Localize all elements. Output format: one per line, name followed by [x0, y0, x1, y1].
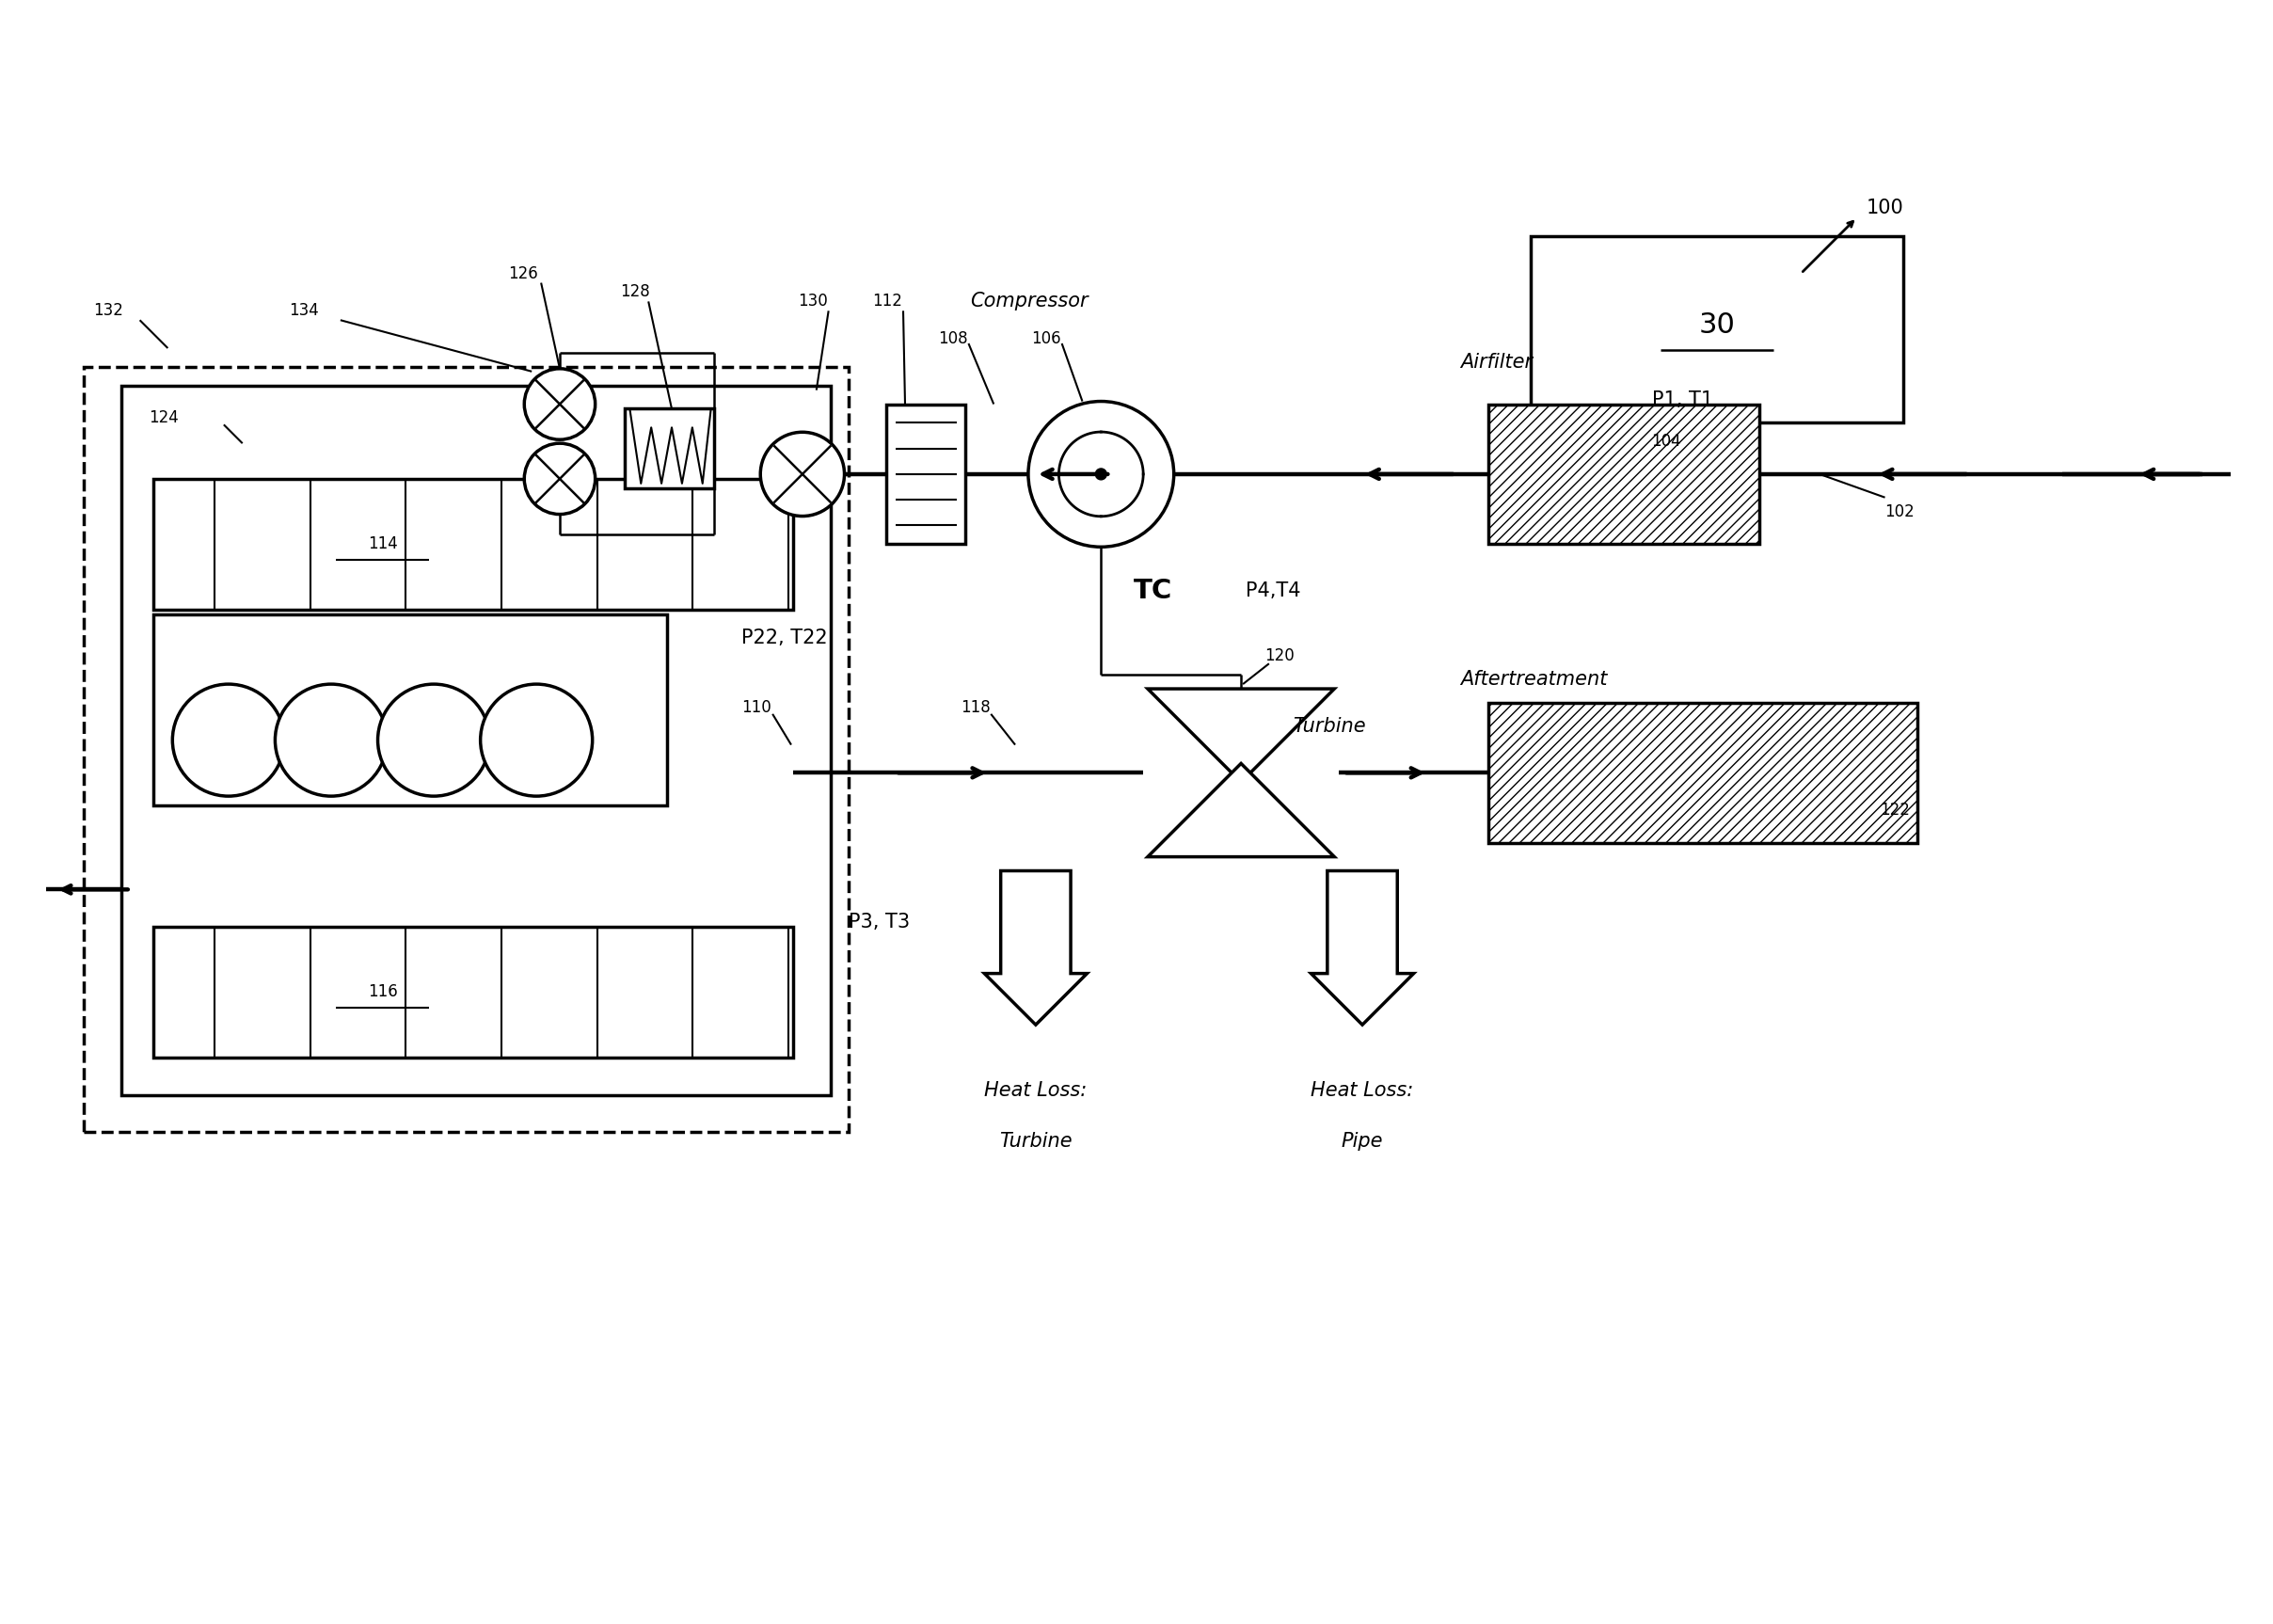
Text: Airfilter: Airfilter — [1459, 352, 1532, 372]
Text: Heat Loss:: Heat Loss: — [1312, 1080, 1414, 1099]
Text: 130: 130 — [798, 292, 827, 310]
Circle shape — [173, 684, 284, 796]
Text: 104: 104 — [1652, 434, 1682, 450]
Text: P4,T4: P4,T4 — [1246, 581, 1300, 601]
Circle shape — [761, 432, 843, 516]
Text: 128: 128 — [621, 284, 650, 300]
Polygon shape — [1148, 763, 1334, 857]
Text: Aftertreatment: Aftertreatment — [1459, 671, 1607, 689]
Text: 114: 114 — [368, 536, 398, 552]
Text: TC: TC — [1134, 578, 1173, 604]
Bar — [155, 479, 793, 609]
Text: 124: 124 — [150, 409, 180, 427]
Circle shape — [377, 684, 489, 796]
Text: 118: 118 — [961, 698, 991, 716]
Bar — [1530, 235, 1903, 422]
Text: 116: 116 — [368, 984, 398, 1000]
Bar — [1489, 404, 1759, 544]
Bar — [120, 385, 830, 1095]
Text: P3, T3: P3, T3 — [850, 913, 909, 932]
Text: 126: 126 — [509, 265, 539, 283]
Text: Turbine: Turbine — [1000, 1132, 1073, 1151]
Circle shape — [1096, 469, 1107, 479]
Text: Heat Loss:: Heat Loss: — [984, 1080, 1086, 1099]
Text: 134: 134 — [289, 302, 318, 320]
Bar — [625, 409, 714, 489]
Circle shape — [275, 684, 386, 796]
Text: 106: 106 — [1032, 330, 1061, 348]
Bar — [886, 404, 966, 544]
Circle shape — [525, 443, 596, 515]
Text: 108: 108 — [939, 330, 968, 348]
Polygon shape — [1148, 689, 1334, 783]
Text: 102: 102 — [1884, 503, 1914, 520]
Text: 132: 132 — [93, 302, 123, 320]
Bar — [84, 367, 850, 1132]
Text: 120: 120 — [1264, 648, 1293, 664]
Polygon shape — [1312, 870, 1414, 1025]
Circle shape — [480, 684, 593, 796]
Circle shape — [525, 369, 596, 440]
Bar — [155, 614, 666, 806]
Bar — [1489, 703, 1918, 843]
Text: 110: 110 — [741, 698, 771, 716]
Text: P22, T22: P22, T22 — [741, 628, 827, 646]
Circle shape — [1027, 401, 1173, 547]
Bar — [155, 927, 793, 1057]
Text: Pipe: Pipe — [1341, 1132, 1384, 1151]
Text: 122: 122 — [1880, 802, 1909, 818]
Text: 100: 100 — [1866, 198, 1905, 218]
Text: Turbine: Turbine — [1293, 716, 1366, 736]
Polygon shape — [984, 870, 1086, 1025]
Text: 112: 112 — [873, 292, 902, 310]
Text: P1, T1: P1, T1 — [1652, 390, 1714, 409]
Text: Compressor: Compressor — [971, 292, 1089, 310]
Text: 30: 30 — [1698, 312, 1734, 338]
